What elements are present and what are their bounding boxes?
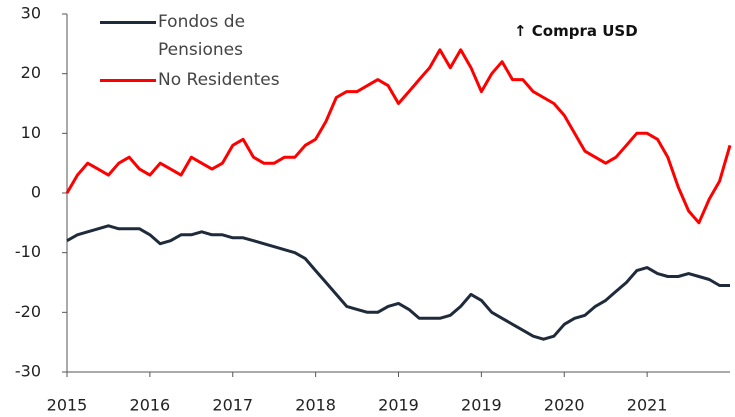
y-tick-label: -30 <box>15 362 41 381</box>
x-tick-label: 2019 <box>378 396 419 415</box>
x-tick-label: 2018 <box>295 396 336 415</box>
y-tick-label: -10 <box>15 242 41 261</box>
x-tick-label: 2019 <box>461 396 502 415</box>
y-tick-label: 20 <box>21 63 41 82</box>
y-tick-label: 30 <box>21 4 41 23</box>
legend-label: No Residentes <box>158 70 280 90</box>
legend-item: Fondos de Pensiones <box>100 8 298 64</box>
y-tick-label: 0 <box>31 183 41 202</box>
x-tick-label: 2015 <box>47 396 88 415</box>
y-tick-label: 10 <box>21 123 41 142</box>
legend: Fondos de Pensiones No Residentes <box>100 8 298 96</box>
x-tick-label: 2017 <box>212 396 253 415</box>
y-tick-label: -20 <box>15 302 41 321</box>
x-tick-label: 2020 <box>544 396 585 415</box>
x-tick-label: 2021 <box>627 396 668 415</box>
series-line <box>66 224 730 341</box>
legend-label: Fondos de Pensiones <box>158 12 246 60</box>
legend-swatch <box>100 79 156 82</box>
legend-item: No Residentes <box>100 66 298 94</box>
series-line <box>65 48 732 225</box>
legend-swatch <box>100 21 156 24</box>
annotation: ↑ Compra USD <box>514 22 638 40</box>
x-tick-label: 2016 <box>130 396 171 415</box>
